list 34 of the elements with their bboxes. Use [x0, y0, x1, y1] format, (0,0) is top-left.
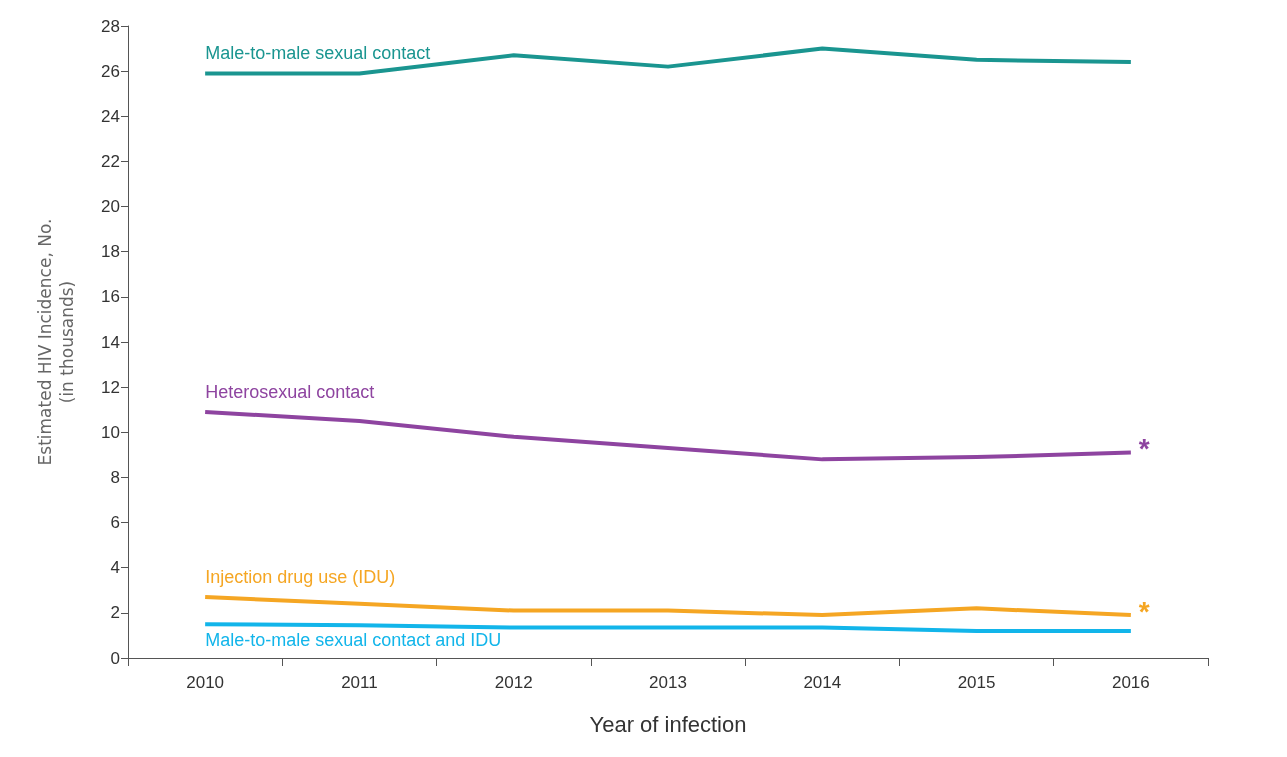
- y-tick-label: 6: [110, 513, 120, 533]
- annotation: *: [1138, 433, 1150, 465]
- line-series: [203, 622, 1133, 633]
- series-label: Male-to-male sexual contact and IDU: [205, 630, 502, 651]
- y-tick-label: 8: [110, 467, 120, 487]
- y-tick-label: 22: [101, 151, 120, 171]
- y-tick-label: 20: [101, 197, 120, 217]
- line-series: [203, 409, 1133, 462]
- y-tick-label: 10: [101, 422, 120, 442]
- line-series: [203, 46, 1133, 76]
- x-tick-label: 2012: [494, 673, 533, 692]
- y-tick-label: 12: [101, 377, 120, 397]
- line-series: [203, 595, 1133, 618]
- series-label: Injection drug use (IDU): [205, 567, 396, 588]
- y-tick-label: 16: [101, 287, 120, 307]
- x-tick-label: 2010: [186, 673, 225, 692]
- y-tick-label: 2: [110, 603, 120, 623]
- y-tick-label: 24: [101, 106, 120, 126]
- y-tick-label: 26: [101, 61, 120, 81]
- series-label: Male-to-male sexual contact: [205, 43, 431, 64]
- x-axis-title: Year of infection: [589, 711, 747, 737]
- x-tick-label: 2013: [649, 673, 687, 692]
- y-tick-label: 14: [101, 332, 120, 352]
- y-tick-label: 4: [110, 558, 120, 578]
- y-tick-label: 18: [101, 242, 120, 262]
- x-tick-label: 2011: [341, 673, 378, 692]
- y-tick-label: 28: [101, 16, 120, 36]
- y-axis-title: Estimated HIV Incidence, No. (in thousands): [35, 218, 77, 466]
- series-label: Heterosexual contact: [205, 381, 375, 402]
- x-tick-label: 2016: [1111, 673, 1150, 692]
- x-tick-label: 2014: [803, 673, 842, 692]
- x-tick-label: 2015: [957, 673, 996, 692]
- y-tick-label: 0: [110, 648, 120, 668]
- annotation: *: [1138, 595, 1150, 627]
